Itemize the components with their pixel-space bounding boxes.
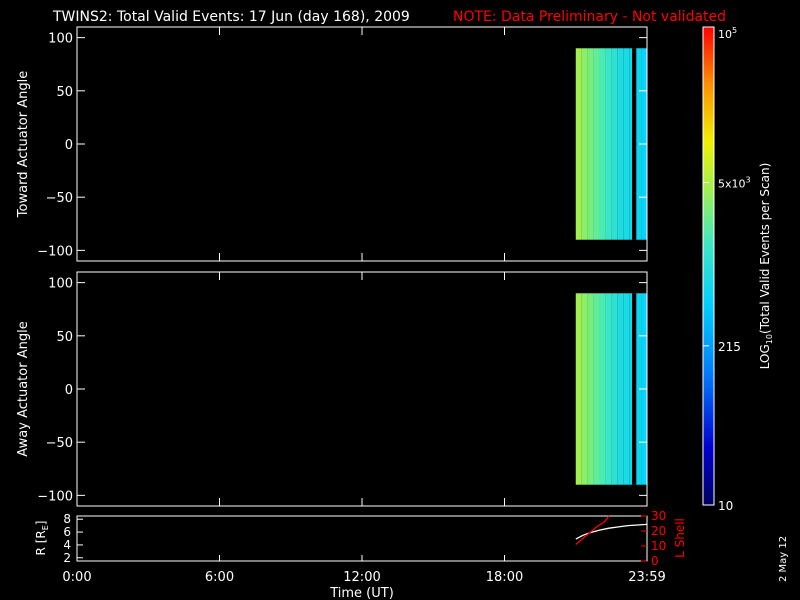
- colorbar-label: LOG10(Total Valid Events per Scan): [758, 163, 774, 370]
- toward-y-tick-label: 100: [48, 32, 73, 47]
- away-panel-frame: [76, 271, 648, 507]
- away-y-ticks: 100 50 0 −50 −100: [37, 272, 648, 506]
- generation-date: 2 May 12: [778, 536, 789, 582]
- radius-tick-label: 6: [63, 525, 71, 539]
- away-heatmap-cell: [587, 293, 594, 485]
- time-tick-label: 6:00: [205, 570, 234, 585]
- ephemeris-panel-frame: [76, 515, 648, 562]
- time-tick-label: 23:59: [628, 570, 665, 585]
- lshell-axis-label: L Shell: [673, 518, 687, 558]
- away-heatmap-cell: [605, 293, 612, 485]
- away-y-axis-label: Away Actuator Angle: [16, 321, 31, 456]
- away-y-tick-label: 0: [65, 383, 73, 398]
- toward-heatmap-cell: [623, 48, 630, 240]
- away-heatmap-cell: [611, 293, 618, 485]
- toward-heatmap-cell: [617, 48, 624, 240]
- colorbar-tick-label: 215: [718, 340, 741, 354]
- radius-line: [575, 523, 648, 540]
- toward-y-ticks: 100 50 0 −50 −100: [37, 27, 648, 261]
- toward-y-axis-label: Toward Actuator Angle: [16, 71, 31, 218]
- toward-y-tick-label: 0: [65, 138, 73, 153]
- colorbar-tick-label: 5x103: [718, 175, 751, 190]
- lshell-tick-label: 10: [651, 539, 666, 553]
- toward-heatmap-cell: [575, 48, 582, 240]
- radius-tick-label: 4: [63, 538, 71, 552]
- ephemeris-lines: [575, 515, 648, 545]
- away-heatmap-cell: [593, 293, 600, 485]
- away-heatmap-cell: [575, 293, 582, 485]
- toward-heatmap-cell: [611, 48, 618, 240]
- colorbar-gradient: [703, 27, 714, 505]
- away-heatmap-cell: [599, 293, 606, 485]
- toward-heatmap-cell: [587, 48, 594, 240]
- away-y-tick-label: −50: [46, 436, 73, 451]
- toward-heatmap-cell: [593, 48, 600, 240]
- toward-heatmap-cell: [605, 48, 612, 240]
- radius-tick-label: 2: [63, 551, 71, 565]
- away-heatmap-cell: [623, 293, 630, 485]
- away-heatmap-cells: [575, 293, 647, 485]
- toward-y-tick-label: −50: [46, 191, 73, 206]
- radius-axis-label: R [RE]: [34, 521, 50, 556]
- time-axis-label: Time (UT): [329, 586, 394, 600]
- colorbar-ticks: 105 5x103 215 10: [703, 26, 751, 513]
- away-y-tick-label: −100: [37, 489, 73, 504]
- toward-y-tick-label: 50: [56, 85, 73, 100]
- time-tick-label: 12:00: [343, 570, 380, 585]
- lshell-tick-label: 30: [651, 509, 666, 523]
- away-heatmap-cell: [581, 293, 588, 485]
- radius-tick-label: 8: [63, 512, 71, 526]
- colorbar: 105 5x103 215 10 LOG10(Total Valid Events p…: [702, 26, 774, 513]
- away-heatmap-cell: [617, 293, 624, 485]
- away-data-gap: [632, 293, 637, 485]
- away-y-tick-label: 50: [56, 330, 73, 345]
- toward-heatmap-cells: [575, 48, 647, 240]
- toward-panel-frame: [76, 26, 648, 262]
- toward-y-tick-label: −100: [37, 244, 73, 259]
- toward-heatmap-cell: [581, 48, 588, 240]
- lshell-tick-label: 0: [651, 554, 659, 568]
- toward-angle-panel: 100 50 0 −50 −100 Toward Actuator Angle: [16, 26, 648, 262]
- time-tick-label: 0:00: [62, 570, 91, 585]
- colorbar-tick-label: 10: [718, 499, 733, 513]
- toward-heatmap-cell: [635, 48, 642, 240]
- colorbar-tick-label: 105: [718, 26, 737, 41]
- lshell-line: [575, 515, 610, 545]
- plot-title: TWINS2: Total Valid Events: 17 Jun (day …: [52, 9, 410, 25]
- away-y-tick-label: 100: [48, 277, 73, 292]
- toward-data-gap: [632, 48, 637, 240]
- preliminary-note: NOTE: Data Preliminary - Not validated: [453, 9, 726, 25]
- time-tick-label: 18:00: [486, 570, 523, 585]
- away-angle-panel: 100 50 0 −50 −100 Away Actuator Angle: [16, 271, 648, 507]
- lshell-tick-label: 20: [651, 524, 666, 538]
- toward-heatmap-cell: [599, 48, 606, 240]
- away-heatmap-cell: [635, 293, 642, 485]
